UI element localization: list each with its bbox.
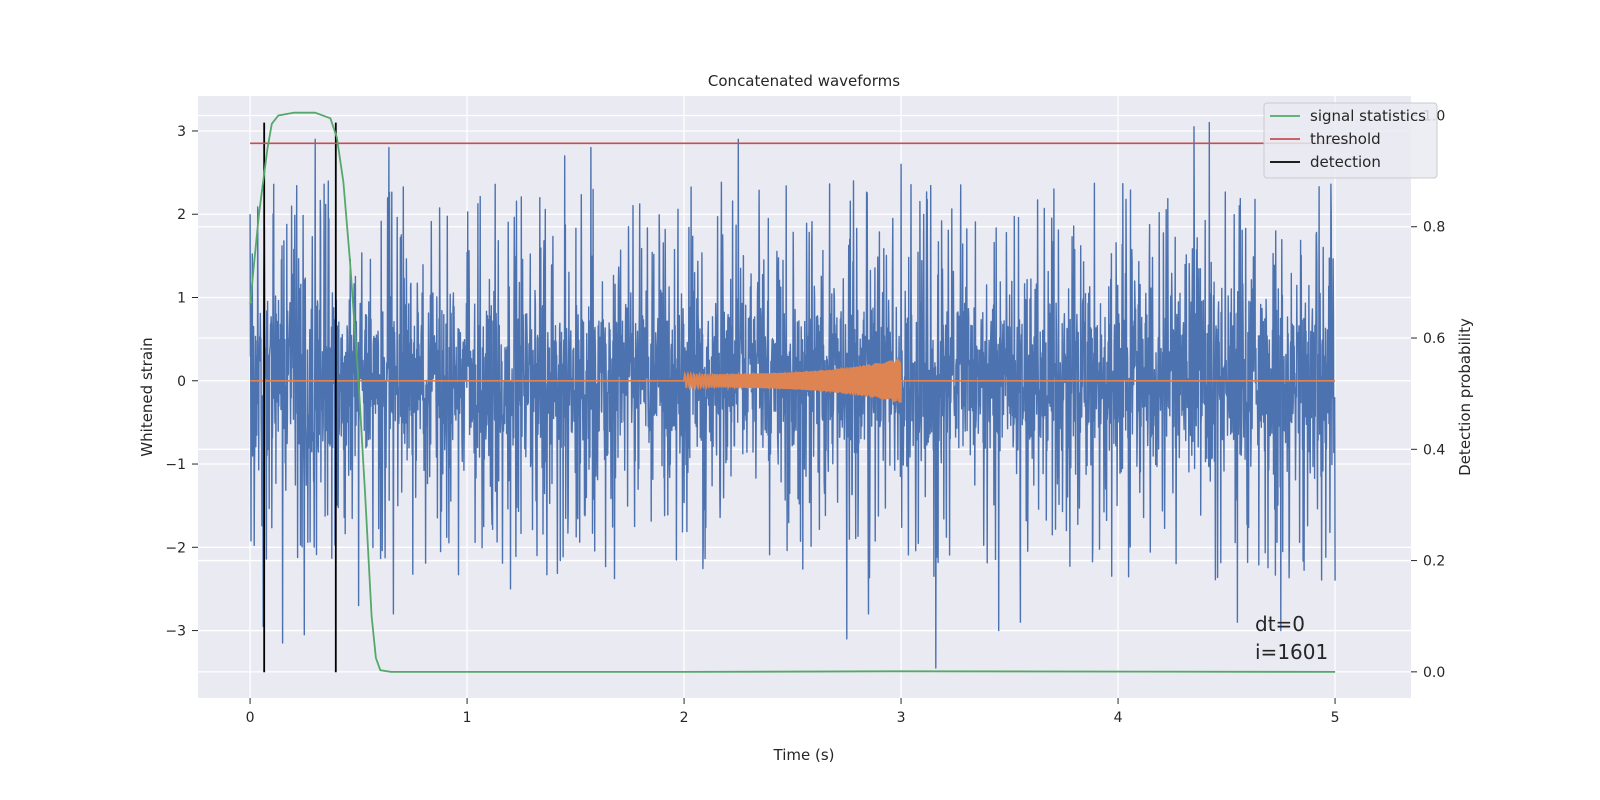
y-tick-label: 1 bbox=[177, 290, 186, 306]
x-tick-label: 4 bbox=[1114, 710, 1123, 726]
y2-tick-label: 0.0 bbox=[1423, 665, 1445, 681]
y2-tick-label: 0.8 bbox=[1423, 220, 1445, 236]
y-tick-label: 3 bbox=[177, 124, 186, 140]
y2-tick-label: 0.4 bbox=[1423, 442, 1445, 458]
x-tick-label: 1 bbox=[463, 710, 472, 726]
annotation-i: i=1601 bbox=[1255, 640, 1328, 664]
waveform-chirp bbox=[683, 359, 902, 403]
signal-statistics-line bbox=[249, 111, 1336, 673]
y-tick-label: 0 bbox=[177, 374, 186, 390]
y2-tick-label: 0.6 bbox=[1423, 331, 1445, 347]
y-tick-label: −1 bbox=[165, 457, 186, 473]
x-tick-label: 5 bbox=[1331, 710, 1340, 726]
series-layer bbox=[249, 111, 1357, 673]
x-tick-label: 3 bbox=[897, 710, 906, 726]
legend-label-detection: detection bbox=[1310, 153, 1381, 171]
y-tick-label: −2 bbox=[165, 540, 186, 556]
x-axis-label: Time (s) bbox=[773, 746, 835, 764]
y-tick-label: −3 bbox=[165, 624, 186, 640]
y2-tick-label: 0.2 bbox=[1423, 554, 1445, 570]
legend-box bbox=[1263, 102, 1438, 179]
x-tick-label: 0 bbox=[246, 710, 255, 726]
chart-title: Concatenated waveforms bbox=[708, 72, 900, 90]
x-tick-label: 2 bbox=[680, 710, 689, 726]
legend-label-signal-statistics: signal statistics bbox=[1310, 107, 1426, 125]
annotation: dt=0 i=1601 bbox=[1255, 612, 1328, 664]
noise-series bbox=[249, 121, 1336, 669]
y-axis-label: Whitened strain bbox=[138, 337, 156, 456]
y2-axis-label: Detection probability bbox=[1456, 318, 1474, 476]
legend-label-threshold: threshold bbox=[1310, 130, 1381, 148]
y-tick-label: 2 bbox=[177, 207, 186, 223]
annotation-dt: dt=0 bbox=[1255, 612, 1305, 636]
legend: signal statistics threshold detection bbox=[1263, 102, 1438, 179]
